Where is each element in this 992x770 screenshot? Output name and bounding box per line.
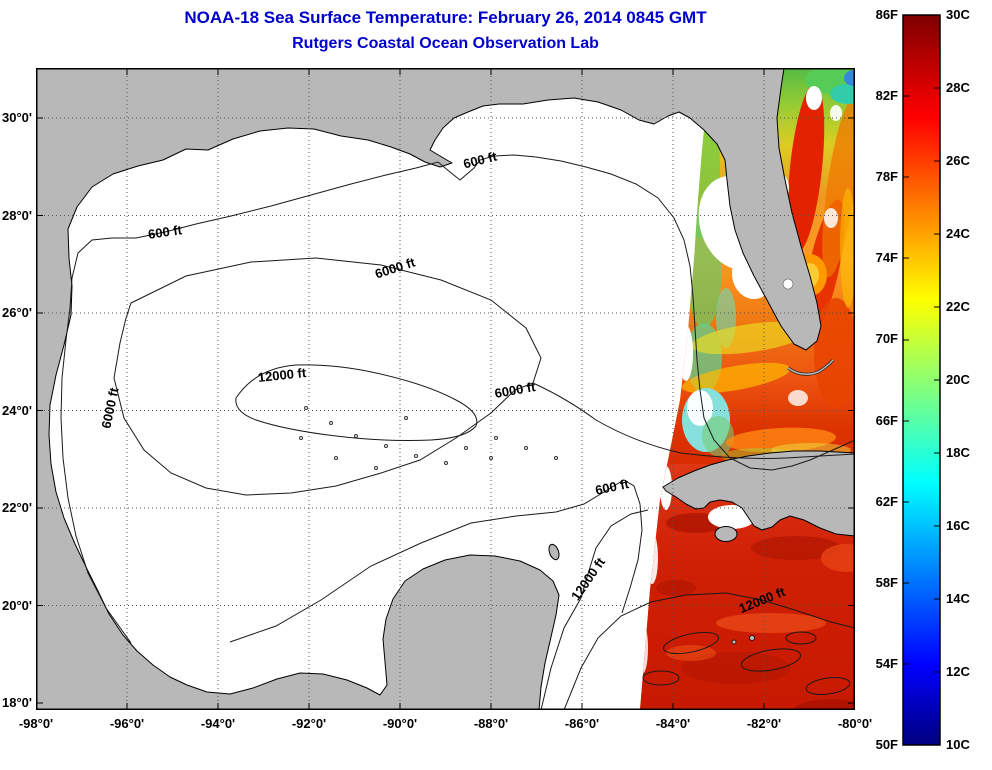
colorbar-f-label: 78F <box>875 169 898 184</box>
colorbar-c-label: 28C <box>946 80 970 95</box>
island-cayman <box>749 635 755 641</box>
y-tick-label: 28°0' <box>2 208 32 223</box>
x-tick-label: -90°0' <box>382 716 418 731</box>
colorbar-ticks <box>903 87 940 673</box>
x-tick-label: -94°0' <box>200 716 236 731</box>
colorbar-f-label: 82F <box>875 88 898 103</box>
island-cozumel <box>548 543 560 561</box>
gulf-of-mexico-map: 600 ft 600 ft 6000 ft 12000 ft 6000 ft 6… <box>35 67 856 711</box>
map-frame <box>36 68 855 710</box>
colorbar-c-label: 26C <box>946 153 970 168</box>
y-tick-label: 20°0' <box>2 598 32 613</box>
colorbar-f-label: 50F <box>875 737 898 752</box>
colorbar-c-label: 20C <box>946 372 970 387</box>
colorbar-f-label: 74F <box>875 250 898 265</box>
contour-specks <box>299 406 558 470</box>
colorbar-c-label: 24C <box>946 226 970 241</box>
colorbar-c-label: 30C <box>946 7 970 22</box>
land-mainland-us-mexico <box>35 67 822 711</box>
y-tick-label: 24°0' <box>2 403 32 418</box>
contour-6000ft-loop <box>113 257 542 496</box>
land-masses <box>35 67 856 711</box>
y-tick-label: 22°0' <box>2 500 32 515</box>
x-tick-label: -96°0' <box>109 716 145 731</box>
colorbar-f-label: 58F <box>875 575 898 590</box>
x-tick-label: -98°0' <box>18 716 54 731</box>
x-tick-label: -82°0' <box>746 716 782 731</box>
y-tick-label: 30°0' <box>2 110 32 125</box>
map-frame-ticks <box>36 68 855 710</box>
colorbar <box>902 14 941 746</box>
island-isla-juventud <box>714 526 738 542</box>
florida-keys-fill <box>787 359 834 375</box>
page-title: NOAA-18 Sea Surface Temperature: Februar… <box>184 8 707 27</box>
lake-okeechobee <box>782 278 794 290</box>
colorbar-f-label: 86F <box>875 7 898 22</box>
colorbar-c-label: 12C <box>946 664 970 679</box>
sst-swath <box>640 68 855 710</box>
grid-lines <box>36 68 855 710</box>
bathymetry-contours <box>60 154 856 711</box>
contour-6000ft-straits <box>532 382 856 459</box>
colorbar-f-label: 70F <box>875 331 898 346</box>
land-cuba <box>662 450 856 537</box>
colorbar-c-label: 18C <box>946 445 970 460</box>
contour-600ft-shelf <box>60 154 856 644</box>
y-tick-label: 26°0' <box>2 305 32 320</box>
colorbar-c-label: 10C <box>946 737 970 752</box>
island-cayman-small <box>731 639 737 645</box>
colorbar-f-label: 62F <box>875 494 898 509</box>
sst-map-canvas <box>35 67 856 711</box>
colorbar-c-label: 14C <box>946 591 970 606</box>
x-tick-label: -80°0' <box>837 716 873 731</box>
x-tick-label: -86°0' <box>564 716 600 731</box>
contour-12000ft-channel <box>540 509 649 711</box>
colorbar-gradient <box>902 14 941 746</box>
colorbar-c-label: 16C <box>946 518 970 533</box>
y-tick-label: 18°0' <box>2 695 32 710</box>
colorbar-f-label: 54F <box>875 656 898 671</box>
x-tick-label: -84°0' <box>655 716 691 731</box>
colorbar-c-label: 22C <box>946 299 970 314</box>
x-tick-label: -88°0' <box>473 716 509 731</box>
contour-12000ft-basin <box>235 364 478 441</box>
contour-600ft-campeche <box>229 479 643 643</box>
contour-12000ft-cayman <box>563 592 856 711</box>
x-tick-label: -92°0' <box>291 716 327 731</box>
colorbar-f-label: 66F <box>875 413 898 428</box>
page-subtitle: Rutgers Coastal Ocean Observation Lab <box>292 35 599 52</box>
